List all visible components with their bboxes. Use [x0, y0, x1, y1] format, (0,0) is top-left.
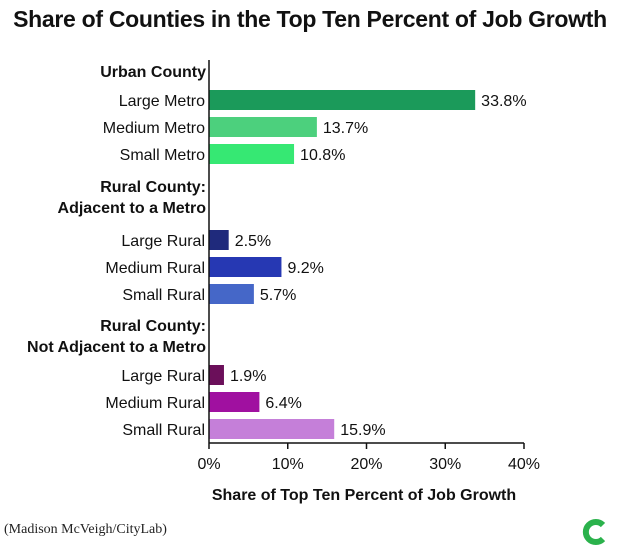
category-label: Large Metro [119, 93, 205, 110]
category-label: Large Rural [121, 233, 205, 250]
bar [209, 90, 476, 110]
bar [209, 230, 229, 250]
group-label: Rural County: [100, 318, 206, 335]
category-label: Large Rural [121, 368, 205, 385]
category-label: Small Metro [120, 147, 205, 164]
bar [209, 284, 254, 304]
data-label: 1.9% [230, 368, 266, 385]
group-label: Adjacent to a Metro [58, 200, 207, 217]
x-tick-label: 0% [197, 456, 220, 473]
data-label: 6.4% [265, 395, 301, 412]
bar [209, 392, 260, 412]
citylab-logo-icon [582, 519, 606, 545]
data-label: 33.8% [481, 93, 526, 110]
x-axis-title: Share of Top Ten Percent of Job Growth [212, 487, 516, 504]
category-label: Small Rural [122, 422, 205, 439]
category-label: Medium Metro [103, 120, 205, 137]
data-label: 9.2% [287, 260, 323, 277]
category-label: Medium Rural [105, 260, 205, 277]
x-tick-label: 20% [350, 456, 382, 473]
group-label: Rural County: [100, 179, 206, 196]
bar [209, 365, 224, 385]
data-label: 15.9% [340, 422, 385, 439]
bar [209, 419, 335, 439]
category-label: Small Rural [122, 287, 205, 304]
chart-title: Share of Counties in the Top Ten Percent… [13, 6, 607, 32]
bar [209, 144, 295, 164]
data-label: 13.7% [323, 120, 368, 137]
data-label: 5.7% [260, 287, 296, 304]
group-label: Not Adjacent to a Metro [27, 339, 206, 356]
category-label: Medium Rural [105, 395, 205, 412]
bar [209, 257, 282, 277]
group-label: Urban County [100, 64, 206, 81]
data-label: 2.5% [235, 233, 271, 250]
bar [209, 117, 317, 137]
data-label: 10.8% [300, 147, 345, 164]
x-tick-label: 30% [429, 456, 461, 473]
source-credit: (Madison McVeigh/CityLab) [4, 522, 167, 537]
x-tick-label: 40% [508, 456, 540, 473]
x-tick-label: 10% [272, 456, 304, 473]
